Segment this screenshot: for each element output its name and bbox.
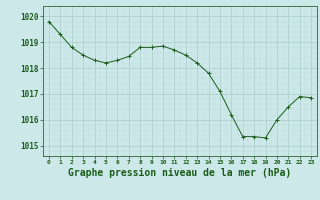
X-axis label: Graphe pression niveau de la mer (hPa): Graphe pression niveau de la mer (hPa) — [68, 168, 292, 178]
